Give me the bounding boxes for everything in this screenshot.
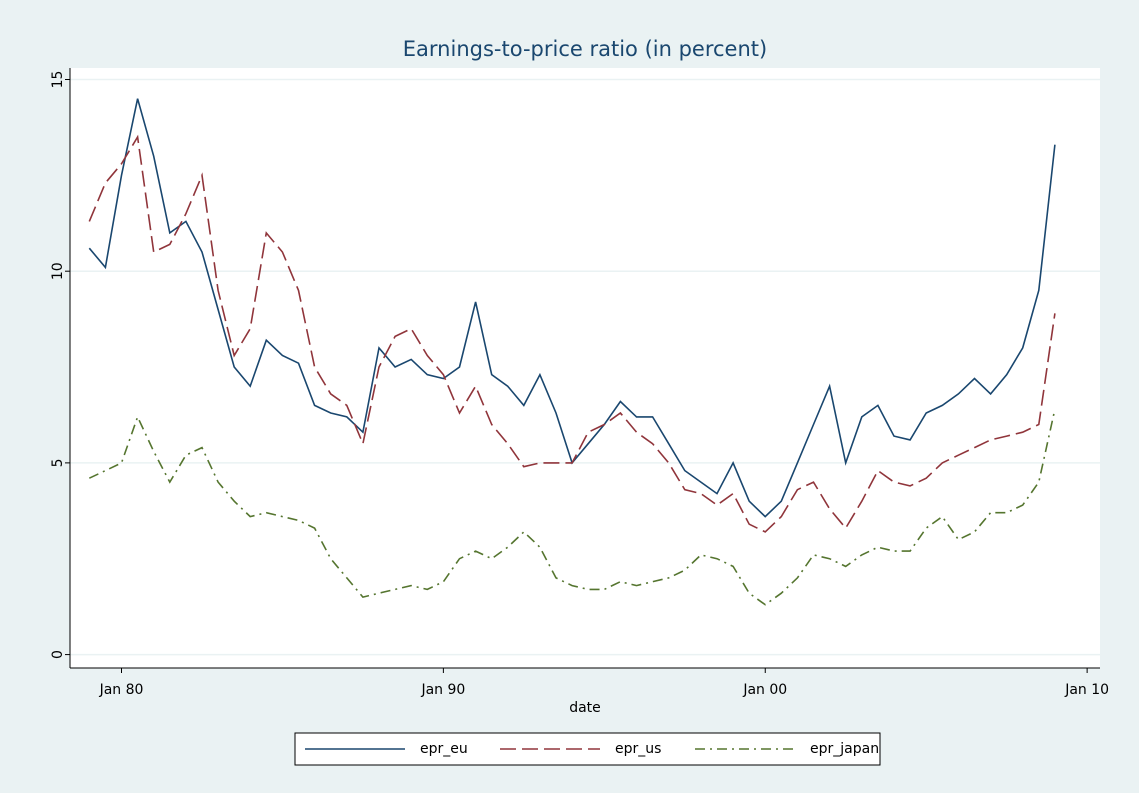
legend-label: epr_us [615, 741, 661, 757]
y-tick-label: 5 [50, 458, 66, 467]
x-axis-title: date [569, 700, 601, 716]
y-tick-label: 15 [50, 71, 66, 89]
legend-label: epr_eu [420, 741, 468, 757]
legend-label: epr_japan [810, 741, 879, 757]
x-tick-label: Jan 00 [742, 682, 787, 698]
chart-title: Earnings-to-price ratio (in percent) [403, 37, 767, 61]
series-line [88, 409, 1056, 606]
x-tick-label: Jan 10 [1064, 682, 1109, 698]
series-line [88, 134, 1056, 533]
plot-area [70, 68, 1100, 668]
y-tick-label: 0 [50, 650, 66, 659]
y-tick-label: 10 [50, 262, 66, 280]
x-tick-label: Jan 80 [99, 682, 144, 698]
x-tick-label: Jan 90 [420, 682, 465, 698]
